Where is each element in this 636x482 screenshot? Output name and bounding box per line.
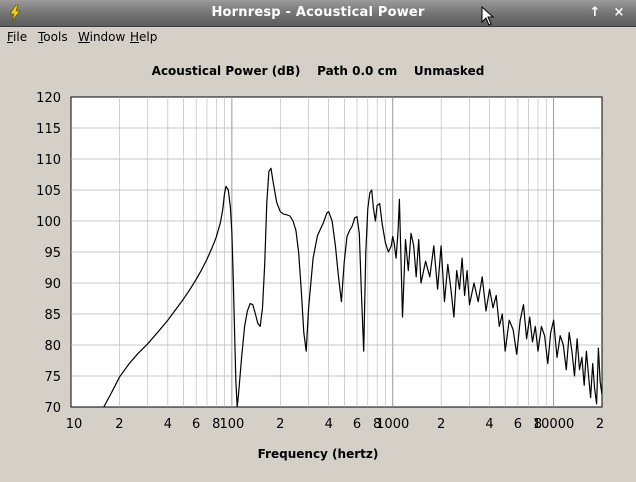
maximize-button[interactable]: ↑ xyxy=(589,5,601,20)
x-axis-title: Frequency (hertz) xyxy=(257,447,379,461)
menu-tools-mnemonic: T xyxy=(38,30,44,44)
y-tick-label: 75 xyxy=(44,370,61,385)
menu-tools-label: ools xyxy=(43,30,68,44)
menu-help[interactable]: Help xyxy=(130,30,157,44)
menu-window[interactable]: Window xyxy=(78,30,125,44)
x-tick-label: 8 xyxy=(373,417,381,432)
close-button[interactable]: × xyxy=(613,5,625,20)
series-line xyxy=(103,167,602,407)
lightning-icon[interactable] xyxy=(6,4,24,22)
y-tick-label: 115 xyxy=(36,122,61,137)
x-tick-label: 100 xyxy=(219,417,244,432)
y-tick-label: 95 xyxy=(44,246,61,261)
x-tick-label: 10000 xyxy=(533,417,574,432)
y-tick-label: 85 xyxy=(44,308,61,323)
x-tick-label: 4 xyxy=(164,417,172,432)
title-bar[interactable]: Hornresp - Acoustical Power ↑ × xyxy=(0,0,636,27)
x-tick-label: 8 xyxy=(534,417,542,432)
menu-tools[interactable]: Tools xyxy=(38,30,68,44)
window-title: Hornresp - Acoustical Power xyxy=(211,5,425,20)
x-tick-label: 2 xyxy=(437,417,445,432)
menu-window-label: indow xyxy=(89,30,126,44)
x-tick-label: 10 xyxy=(66,417,83,432)
x-tick-label: 1000 xyxy=(376,417,409,432)
chart-title: Acoustical Power (dB) Path 0.0 cm Unmask… xyxy=(151,64,485,78)
x-tick-label: 4 xyxy=(485,417,493,432)
y-tick-label: 90 xyxy=(44,277,61,292)
x-tick-label: 2 xyxy=(596,417,604,432)
x-tick-label: 8 xyxy=(212,417,220,432)
menu-window-mnemonic: W xyxy=(78,30,90,44)
menu-help-label: elp xyxy=(139,30,158,44)
mouse-pointer-icon xyxy=(481,6,495,26)
menu-help-mnemonic: H xyxy=(130,30,140,44)
x-tick-label: 2 xyxy=(276,417,284,432)
x-tick-label: 6 xyxy=(192,417,200,432)
y-tick-label: 70 xyxy=(44,401,61,416)
y-tick-label: 110 xyxy=(36,153,61,168)
y-tick-label: 100 xyxy=(36,215,61,230)
menu-file[interactable]: File xyxy=(7,30,27,44)
menu-bar: File Tools Window Help xyxy=(0,27,636,47)
y-tick-label: 105 xyxy=(36,184,61,199)
menu-file-mnemonic: F xyxy=(7,30,14,44)
x-tick-label: 6 xyxy=(514,417,522,432)
x-tick-label: 6 xyxy=(353,417,361,432)
y-tick-label: 120 xyxy=(36,91,61,106)
x-tick-label: 2 xyxy=(115,417,123,432)
menu-file-label: ile xyxy=(13,30,28,44)
y-tick-label: 80 xyxy=(44,339,61,354)
x-tick-label: 4 xyxy=(325,417,333,432)
